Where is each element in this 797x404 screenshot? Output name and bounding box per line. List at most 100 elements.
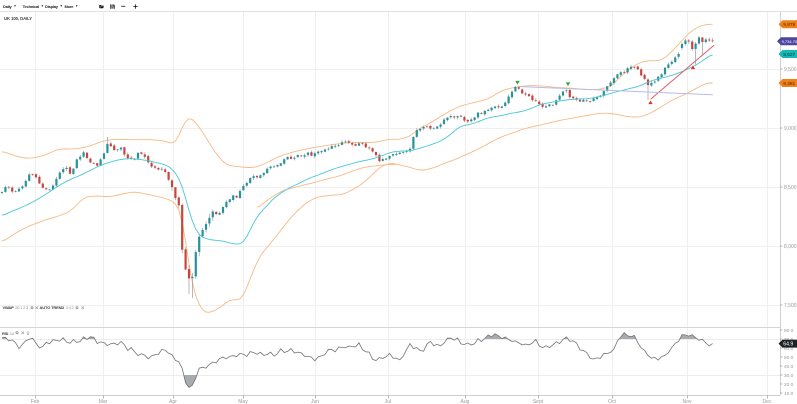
technical-menu-label: Technical <box>22 3 40 9</box>
vwap-indicator-params: 20 1 2 3 <box>15 305 29 310</box>
month-tick-label: Jul <box>385 399 391 404</box>
candle-down <box>109 143 112 147</box>
candle-up <box>272 166 276 168</box>
month-tick-label: Jun <box>311 399 319 404</box>
candle-up <box>266 168 269 174</box>
candle-up <box>510 91 514 98</box>
candle-up <box>385 158 388 160</box>
candle-down <box>623 72 626 73</box>
instrument-title: UK 100, DAILY <box>4 16 33 21</box>
rsi-tick-label: 80.0 <box>784 328 794 334</box>
display-menu[interactable]: Display ▼ <box>45 0 63 12</box>
candle-down <box>701 37 704 42</box>
rsi-indicator-name: RSI <box>2 330 9 336</box>
candle-up <box>619 72 622 75</box>
candle-up <box>476 112 480 118</box>
candle-up <box>595 96 599 99</box>
candle-up <box>439 124 442 127</box>
candle-up <box>684 40 687 44</box>
candle-up <box>51 185 55 190</box>
auto-trend-remove-icon[interactable] <box>80 305 85 310</box>
month-tick-label: Mar <box>99 399 108 404</box>
candle-up <box>79 156 82 160</box>
rsi-value-badge-text: 64.9 <box>783 341 793 347</box>
vwap-settings-gear-icon[interactable] <box>29 305 34 310</box>
candle-down <box>643 74 646 79</box>
candle-up <box>357 143 361 146</box>
candle-up <box>283 159 286 164</box>
month-tick-label: Apr <box>169 399 177 404</box>
candle-down <box>31 174 34 175</box>
candle-down <box>578 99 582 102</box>
swing-low-marker <box>690 65 696 70</box>
candle-up <box>194 252 197 277</box>
candle-up <box>269 166 272 169</box>
candle-up <box>106 143 109 153</box>
candle-down <box>568 89 571 98</box>
candle-up <box>667 64 670 69</box>
candle-down <box>235 195 238 198</box>
candle-down <box>691 41 694 49</box>
candle-down <box>85 152 89 158</box>
zoom-out-icon[interactable] <box>121 0 126 12</box>
auto-trend-settings-gear-icon[interactable] <box>75 305 79 310</box>
candle-down <box>150 162 153 167</box>
vwap-indicator-name: VWAP <box>2 305 14 310</box>
candle-down <box>361 143 364 144</box>
candle-down <box>364 143 367 148</box>
more-menu[interactable]: More ▼ <box>65 0 79 12</box>
candle-up <box>62 169 65 173</box>
candle-up <box>17 188 21 192</box>
rsi-move-up-icon[interactable] <box>26 331 30 335</box>
candle-down <box>38 176 41 184</box>
candle-up <box>606 86 609 92</box>
candle-down <box>354 144 357 146</box>
candle-down <box>368 147 371 149</box>
candle-down <box>480 113 483 114</box>
technical-menu[interactable]: Technical ▼ <box>23 0 44 12</box>
candle-down <box>708 39 711 41</box>
candle-down <box>143 154 146 157</box>
candle-up <box>327 148 330 150</box>
candle-up <box>313 153 316 157</box>
vwap-remove-icon[interactable] <box>35 305 39 310</box>
candle-up <box>565 90 568 92</box>
candle-up <box>674 57 677 63</box>
candle-up <box>334 145 337 147</box>
rsi-tick-label: 40.0 <box>784 364 794 370</box>
candle-up <box>626 68 629 73</box>
candle-up <box>279 163 282 166</box>
candle-up <box>99 159 102 166</box>
candle-up <box>116 149 119 150</box>
candle-up <box>449 116 452 118</box>
candle-up <box>208 217 211 224</box>
candle-up <box>211 211 214 218</box>
display-menu-label: Display <box>45 3 58 9</box>
timeframe-menu[interactable]: Daily ▼ <box>3 0 17 12</box>
candle-down <box>636 66 639 70</box>
candle-down <box>347 141 350 143</box>
zoom-in-icon[interactable] <box>133 0 138 12</box>
candle-down <box>633 66 636 68</box>
save-icon[interactable] <box>109 0 115 12</box>
candle-down <box>147 156 150 163</box>
rsi-remove-icon[interactable] <box>21 331 25 335</box>
candle-down <box>123 147 126 155</box>
candle-up <box>405 151 408 153</box>
candle-up <box>612 78 616 83</box>
open-chart-icon[interactable] <box>98 0 104 12</box>
month-tick-label: Nov <box>683 399 692 404</box>
candle-up <box>694 43 697 49</box>
candle-down <box>524 93 527 95</box>
candle-up <box>680 44 684 48</box>
candle-up <box>677 53 680 57</box>
candle-down <box>497 106 500 108</box>
candle-down <box>351 143 354 145</box>
candle-up <box>558 95 561 100</box>
rsi-indicator-label: RSI 14 <box>2 331 30 336</box>
candle-down <box>289 156 293 159</box>
rsi-settings-gear-icon[interactable] <box>15 331 20 335</box>
candle-up <box>398 152 401 154</box>
